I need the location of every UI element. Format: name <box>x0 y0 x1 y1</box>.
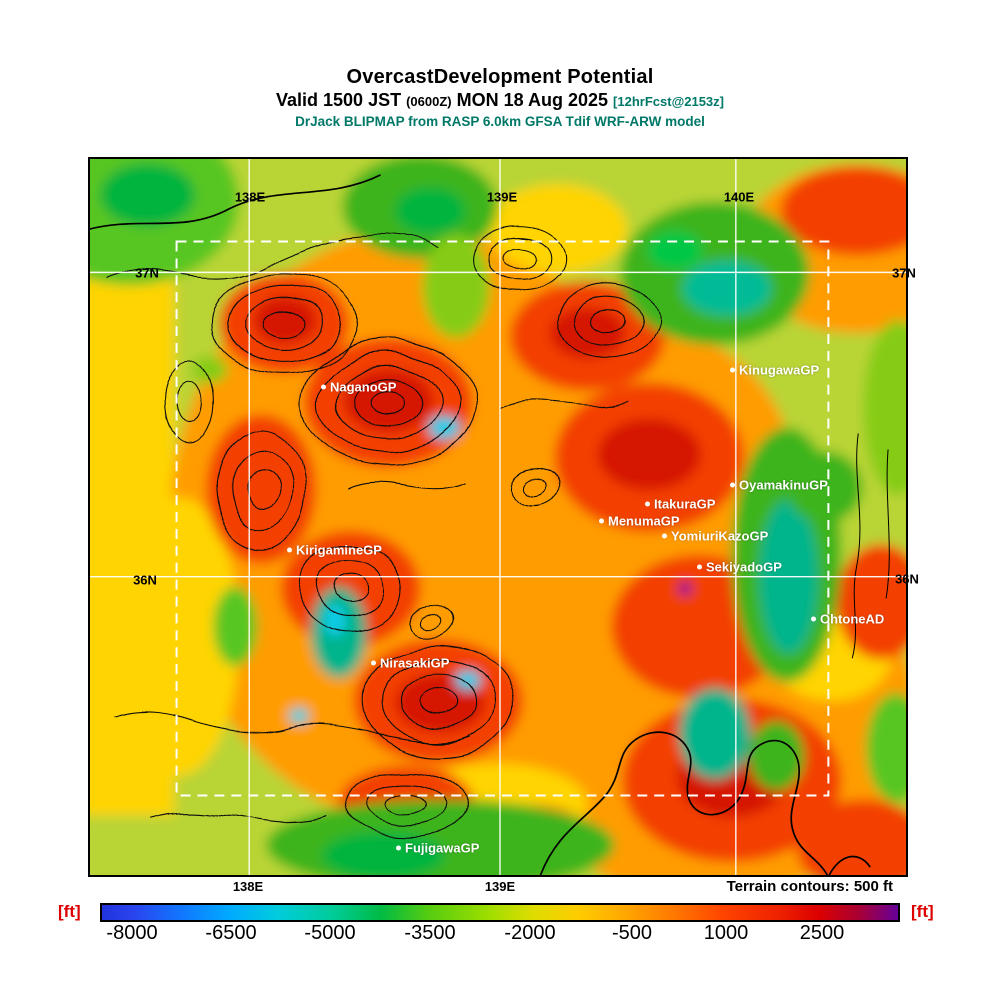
forecast-cycle: [12hrFcst@2153z] <box>613 94 724 109</box>
site-label: OhtoneAD <box>820 611 885 627</box>
colorbar-tick: 2500 <box>799 922 845 944</box>
terrain-contours-note: Terrain contours: 500 ft <box>726 878 893 895</box>
lat-label-left-37n: 37N <box>135 265 159 281</box>
site-dot-icon <box>287 547 292 553</box>
header: OvercastDevelopment Potential Valid 1500… <box>0 66 1000 129</box>
site-marker-fujigawa: FujigawaGP <box>396 841 479 856</box>
site-marker-oyamakinu: OyamakinuGP <box>730 478 828 493</box>
colorbar-tick: -3500 <box>404 922 456 944</box>
colorbar-tick: 1000 <box>703 922 749 944</box>
site-marker-kirigamine: KirigamineGP <box>287 543 382 558</box>
colorbar-tick: -2000 <box>504 922 556 944</box>
colorbar <box>100 903 900 922</box>
forecast-map: 138E 139E 140E 37N 36N 37N 36N NaganoGP … <box>88 157 919 877</box>
site-marker-yomiurikazo: YomiuriKazoGP <box>662 529 768 544</box>
site-dot-icon <box>321 384 326 390</box>
colorbar-unit-left: [ft] <box>58 902 81 921</box>
valid-zulu: (0600Z) <box>406 94 452 109</box>
valid-line: Valid 1500 JST (0600Z) MON 18 Aug 2025 [… <box>0 90 1000 111</box>
terrain-contour-lines <box>107 226 659 838</box>
colorbar-tick: -8000 <box>106 922 158 944</box>
site-label: KirigamineGP <box>296 542 382 558</box>
model-line: DrJack BLIPMAP from RASP 6.0km GFSA Tdif… <box>295 114 705 129</box>
forecast-map-canvas <box>90 159 906 875</box>
site-label: YomiuriKazoGP <box>671 528 769 544</box>
site-dot-icon <box>730 482 735 488</box>
page-title: OvercastDevelopment Potential <box>346 66 654 88</box>
site-marker-sekiyado: SekiyadoGP <box>697 560 782 575</box>
colorbar-tick: -500 <box>611 922 653 944</box>
site-marker-menuma: MenumaGP <box>599 514 680 529</box>
site-dot-icon <box>599 518 604 524</box>
site-dot-icon <box>697 564 702 570</box>
site-dot-icon <box>645 501 650 507</box>
site-marker-itakura: ItakuraGP <box>645 497 715 512</box>
valid-prefix: Valid 1500 JST <box>276 90 402 110</box>
site-marker-nagano: NaganoGP <box>321 380 396 395</box>
site-label: ItakuraGP <box>654 496 716 512</box>
site-label: NaganoGP <box>330 379 397 395</box>
site-label: SekiyadoGP <box>706 559 782 575</box>
site-marker-kinugawa: KinugawaGP <box>730 363 819 378</box>
site-marker-ohtone: OhtoneAD <box>811 612 884 627</box>
site-dot-icon <box>811 616 816 622</box>
lat-label-right-36n: 36N <box>895 571 919 587</box>
site-label: KinugawaGP <box>739 362 820 378</box>
lon-label-top-138e: 138E <box>234 189 266 205</box>
colorbar-gradient <box>102 905 898 920</box>
lon-label-top-139e: 139E <box>486 189 518 205</box>
site-dot-icon <box>396 845 401 851</box>
lat-label-left-36n: 36N <box>133 572 157 588</box>
lon-label-top-140e: 140E <box>723 189 755 205</box>
latlon-grid-lines <box>90 159 906 875</box>
site-dot-icon <box>730 367 735 373</box>
valid-date: MON 18 Aug 2025 <box>456 90 609 110</box>
lon-label-bottom-139e: 139E <box>484 879 516 894</box>
site-dot-icon <box>662 533 667 539</box>
site-label: OyamakinuGP <box>739 477 828 493</box>
lat-label-right-37n: 37N <box>892 265 916 281</box>
model-domain-outline <box>175 240 830 797</box>
site-marker-nirasaki: NirasakiGP <box>371 656 449 671</box>
colorbar-unit-right: [ft] <box>911 902 934 921</box>
colorbar-tick: -5000 <box>304 922 356 944</box>
colorbar-tick: -6500 <box>205 922 257 944</box>
site-label: NirasakiGP <box>380 655 450 671</box>
site-label: FujigawaGP <box>405 840 480 856</box>
site-label: MenumaGP <box>608 513 680 529</box>
potential-color-field <box>90 159 906 875</box>
lon-label-bottom-138e: 138E <box>232 879 264 894</box>
site-dot-icon <box>371 660 376 666</box>
